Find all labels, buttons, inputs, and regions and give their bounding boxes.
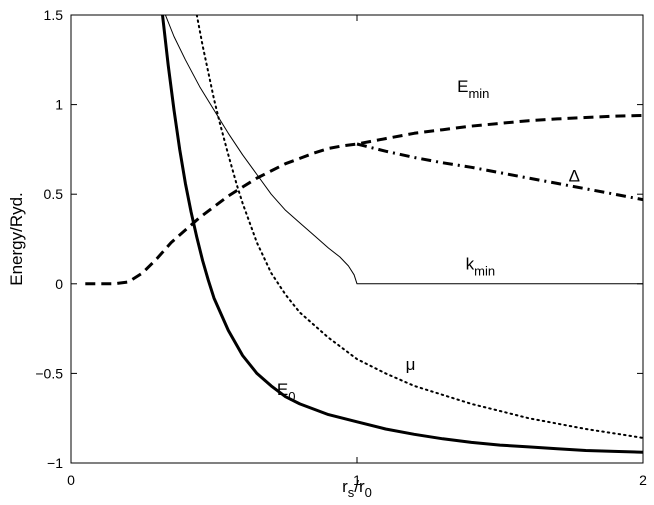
x-axis-label-sub2: 0 (365, 485, 372, 500)
x-tick-label: 2 (639, 472, 647, 488)
y-axis-label: Energy/Ryd. (7, 192, 26, 286)
series-line-kmin (164, 15, 643, 285)
annotation-sub: min (474, 263, 495, 278)
x-tick-label: 1 (353, 472, 361, 488)
y-tick-label: 1.5 (44, 7, 64, 23)
series-layer (85, 15, 643, 454)
y-tick-label: −0.5 (35, 365, 63, 381)
annotation-emin: Emin (457, 77, 489, 101)
annotation-main: E (277, 380, 288, 399)
series-line-emin (85, 113, 643, 286)
x-axis-ticks: 0 1 2 (67, 15, 647, 488)
y-tick-label: 0 (55, 276, 63, 292)
annotation-kmin: kmin (466, 254, 495, 278)
series-line-delta (356, 142, 643, 202)
series-line-e0 (161, 15, 643, 454)
annotation-main: Δ (569, 167, 580, 186)
axes-frame (70, 14, 644, 464)
annotation-main: E (457, 77, 468, 96)
x-axis-label-sub1: s (348, 485, 355, 500)
annotation-sub: min (468, 86, 489, 101)
annotation-mu: μ (406, 355, 416, 374)
annotation-main: μ (406, 355, 416, 374)
annotation-sub: 0 (288, 389, 295, 404)
x-tick-label: 0 (67, 472, 75, 488)
x-axis-label-slash: /r (354, 477, 365, 496)
annotation-main: k (466, 254, 475, 273)
y-tick-label: 0.5 (44, 186, 64, 202)
y-tick-label: 1 (55, 97, 63, 113)
annotation-e0: E0 (277, 380, 296, 404)
annotation-delta: Δ (569, 167, 580, 186)
y-axis-ticks: −1 −0.5 0 0.5 1 1.5 (35, 7, 643, 471)
x-axis-label-main: r (342, 477, 348, 496)
y-tick-label: −1 (47, 455, 63, 471)
x-axis-label: rs/r0 (342, 477, 372, 500)
